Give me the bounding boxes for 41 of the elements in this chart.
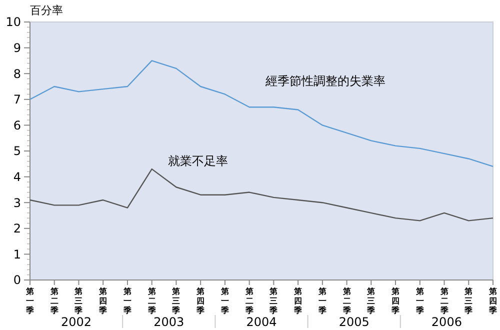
y-tick-label: 3 bbox=[13, 196, 21, 210]
text: 2005 bbox=[338, 315, 370, 329]
x-tick-label: 第四季 bbox=[293, 287, 304, 315]
x-tick-label: 第三季 bbox=[464, 287, 474, 315]
y-tick-label: 9 bbox=[13, 41, 21, 55]
y-tick-label: 4 bbox=[13, 170, 21, 184]
y-tick-label: 5 bbox=[13, 144, 21, 158]
text: 2003 bbox=[154, 315, 184, 329]
series-label: 經季節性調整的失業率 bbox=[264, 74, 386, 88]
x-tick-label: 第三季 bbox=[268, 287, 279, 315]
y-tick-label: 6 bbox=[13, 118, 21, 132]
x-tick-label: 第四季 bbox=[390, 287, 401, 315]
x-tick-label: 第四季 bbox=[98, 287, 108, 315]
y-tick-label: 1 bbox=[13, 247, 21, 262]
series-label: 就業不足率 bbox=[168, 154, 228, 168]
y-tick-label: 8 bbox=[13, 66, 21, 81]
x-tick-label: 第三季 bbox=[171, 287, 182, 315]
x-tick-label: 第二季 bbox=[49, 287, 60, 315]
y-tick-label: 10 bbox=[6, 15, 21, 30]
x-tick-label: 第四季 bbox=[196, 287, 206, 315]
y-axis-title: 百分率 bbox=[30, 4, 63, 17]
y-tick-label: 2 bbox=[13, 222, 21, 236]
text: 2006 bbox=[431, 315, 462, 329]
x-tick-label: 第三季 bbox=[74, 287, 84, 315]
x-tick-label: 第一季 bbox=[220, 287, 230, 315]
x-tick-label: 第四季 bbox=[488, 287, 498, 315]
y-tick-label: 0 bbox=[13, 273, 21, 288]
x-tick-label: 第一季 bbox=[317, 287, 328, 315]
x-tick-label: 第一季 bbox=[25, 287, 35, 315]
x-tick-label: 第二季 bbox=[244, 287, 254, 315]
line-series bbox=[29, 60, 494, 168]
x-tick-label: 第一季 bbox=[122, 287, 132, 315]
x-tick-label: 第二季 bbox=[439, 287, 450, 315]
line-series bbox=[29, 168, 494, 222]
x-tick-label: 第二季 bbox=[342, 287, 352, 315]
x-tick-label: 第三季 bbox=[366, 287, 376, 315]
text: 2002 bbox=[61, 315, 92, 329]
x-tick-label: 第一季 bbox=[414, 287, 425, 315]
y-tick-label: 7 bbox=[13, 92, 21, 107]
text: 2004 bbox=[246, 315, 277, 329]
x-tick-label: 第二季 bbox=[146, 287, 157, 315]
